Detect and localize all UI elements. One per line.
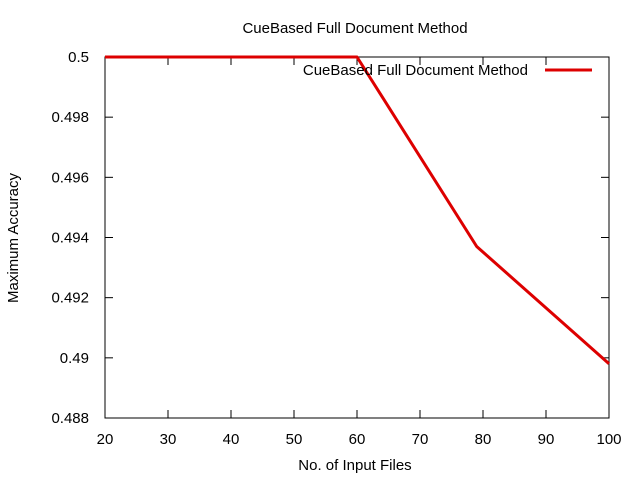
x-tick-label: 70 [412,431,429,448]
y-tick-label: 0.494 [51,230,89,247]
series-line [105,55,610,365]
x-tick-label: 90 [538,431,555,448]
y-tick-label: 0.496 [51,169,89,186]
x-tick-label: 80 [475,431,492,448]
y-tick-label: 0.492 [51,290,89,307]
y-tick-label: 0.488 [51,410,89,427]
x-tick-label: 60 [349,431,366,448]
legend: CueBased Full Document Method [303,62,592,79]
legend-label: CueBased Full Document Method [303,62,528,79]
y-tick-label: 0.498 [51,109,89,126]
series-layer [105,55,610,365]
y-axis-label: Maximum Accuracy [5,172,22,303]
y-tick-label: 0.49 [60,350,89,367]
x-tick-label: 30 [160,431,177,448]
x-tick-label: 50 [286,431,303,448]
x-tick-label: 40 [223,431,240,448]
y-axis-ticks: 0.488 0.49 0.492 0.494 0.496 0.498 0.5 [51,49,609,427]
x-axis-ticks: 20 30 40 50 60 70 80 90 100 [97,57,622,448]
x-axis-label: No. of Input Files [298,457,411,474]
plot-area [104,56,610,419]
x-tick-label: 100 [596,431,621,448]
x-tick-label: 20 [97,431,114,448]
y-tick-label: 0.5 [68,49,89,66]
plot-border [104,56,610,419]
chart-title: CueBased Full Document Method [242,20,467,37]
